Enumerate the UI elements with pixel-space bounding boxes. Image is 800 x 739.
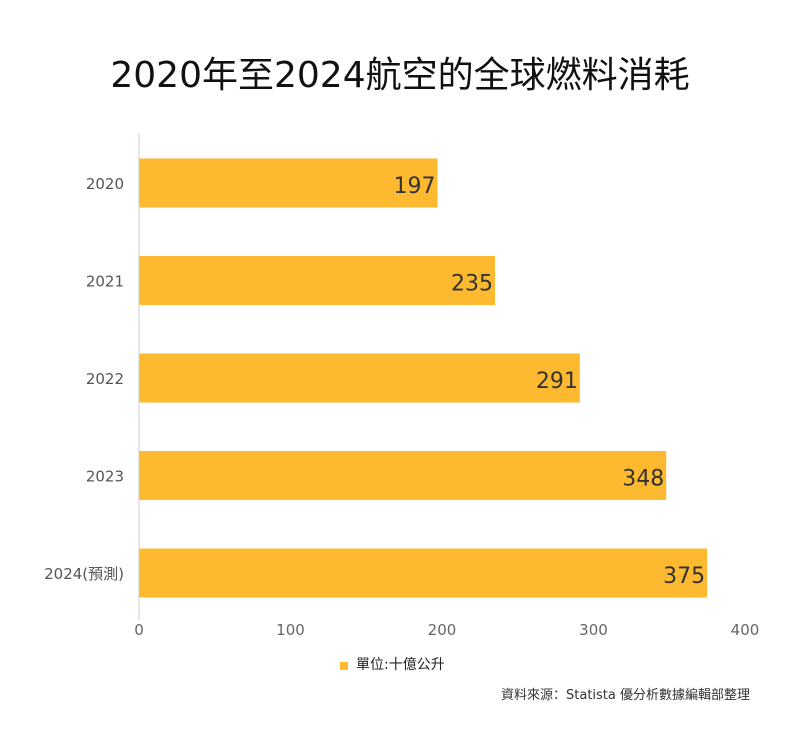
x-tick-0: 0 (134, 621, 144, 639)
category-label-1: 2021 (86, 273, 124, 291)
x-tick-3: 300 (579, 621, 608, 639)
category-label-0: 2020 (86, 175, 124, 193)
chart-title: 2020年至2024航空的全球燃料消耗 (110, 55, 690, 96)
category-label-2: 2022 (86, 370, 124, 388)
legend-label: 單位:十億公升 (356, 657, 445, 673)
bars-layer: 197 235 291 348 375 (139, 158, 708, 598)
x-tick-1: 100 (276, 621, 305, 639)
source-note: 資料來源：Statista 優分析數據編輯部整理 (501, 688, 750, 703)
data-label-4: 375 (663, 564, 705, 589)
x-axis-ticks: 0 100 200 300 400 (134, 621, 759, 639)
data-label-3: 348 (622, 467, 664, 492)
data-label-2: 291 (536, 369, 578, 394)
category-labels: 2020 2021 2022 2023 2024(預測) (44, 175, 124, 583)
bar-2 (139, 353, 580, 403)
legend-swatch (340, 662, 348, 670)
category-label-4: 2024(預測) (44, 565, 124, 583)
bar-3 (139, 451, 667, 500)
legend: 單位:十億公升 (340, 654, 445, 674)
data-label-0: 197 (393, 174, 435, 199)
x-tick-4: 400 (731, 621, 760, 639)
bar-4 (139, 548, 708, 598)
bar-0 (139, 158, 438, 208)
data-label-1: 235 (451, 272, 493, 297)
bar-1 (139, 256, 496, 305)
x-tick-2: 200 (428, 621, 457, 639)
category-label-3: 2023 (86, 468, 124, 486)
